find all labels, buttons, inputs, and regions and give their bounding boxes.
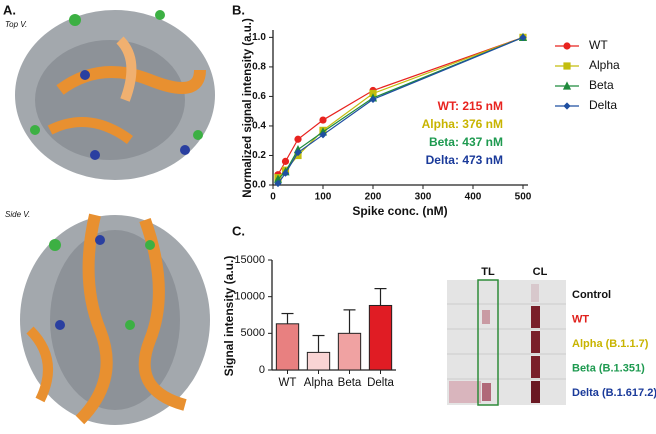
legend-marker <box>563 62 571 70</box>
legend-label: Delta <box>589 98 617 112</box>
annotation: Delta: 473 nM <box>426 153 503 167</box>
y-tick-label: 0.2 <box>252 150 266 161</box>
point <box>274 179 282 188</box>
y-tick-label: 15000 <box>234 254 265 266</box>
y-tick-label: 10000 <box>234 291 265 303</box>
legend-marker <box>563 102 571 110</box>
x-tick-label: 0 <box>270 192 276 203</box>
strip-image <box>447 279 566 406</box>
view-label: Side V. <box>5 210 30 219</box>
point <box>294 148 302 157</box>
y-tick-label: 1.0 <box>252 32 266 43</box>
legend-label: WT <box>589 38 608 52</box>
x-tick-label: WT <box>279 377 297 389</box>
panel-label: C. <box>232 223 245 238</box>
strip-row-label: WT <box>572 313 589 325</box>
y-tick-label: 0.8 <box>252 62 266 73</box>
bar <box>275 323 300 371</box>
x-tick-label: Beta <box>338 377 362 389</box>
bar <box>306 351 331 371</box>
legend-marker <box>562 81 572 90</box>
bar <box>337 332 362 371</box>
x-tick-label: Alpha <box>304 377 334 389</box>
point <box>369 95 377 103</box>
x-tick-label: 200 <box>365 192 382 203</box>
point <box>319 131 327 139</box>
annotation: Beta: 437 nM <box>429 135 503 149</box>
y-tick-label: 0.6 <box>252 91 266 102</box>
legend-label: Alpha <box>589 58 620 72</box>
x-tick-label: Delta <box>367 377 394 389</box>
strip-row-label: Alpha (B.1.1.7) <box>572 338 649 350</box>
strip-column: CL <box>533 266 548 278</box>
x-tick-label: 500 <box>515 192 532 203</box>
panel-label: B. <box>232 2 245 17</box>
annotation: Alpha: 376 nM <box>422 117 503 131</box>
legend-label: Beta <box>589 78 614 92</box>
point <box>281 157 290 165</box>
protein-side-view <box>20 213 210 425</box>
y-tick-label: 0.4 <box>252 121 266 132</box>
point <box>281 169 290 177</box>
point <box>294 135 302 143</box>
point <box>319 116 327 124</box>
x-axis-label: Spike conc. (nM) <box>352 204 447 218</box>
y-tick-label: 0 <box>259 364 265 376</box>
strip-row-label: Beta (B.1.351) <box>572 362 645 374</box>
legend-marker <box>563 42 571 50</box>
protein-top-view <box>15 10 215 180</box>
x-tick-label: 400 <box>465 192 482 203</box>
y-axis-label: Normalized signal intensity (a.u.) <box>242 18 254 198</box>
point <box>519 33 527 41</box>
annotation: WT: 215 nM <box>438 99 503 113</box>
strip-row-label: Control <box>572 289 611 301</box>
panel-label: A. <box>3 2 16 17</box>
x-tick-label: 100 <box>315 192 332 203</box>
x-tick-label: 300 <box>415 192 432 203</box>
strip-row-label: Delta (B.1.617.2) <box>572 387 656 399</box>
bar <box>368 304 393 371</box>
y-tick-label: 5000 <box>241 327 265 339</box>
y-axis-label: Signal intensity (a.u.) <box>222 256 236 377</box>
strip-column: TL <box>481 266 495 278</box>
view-label: Top V. <box>5 20 27 29</box>
y-tick-label: 0.0 <box>252 180 266 191</box>
